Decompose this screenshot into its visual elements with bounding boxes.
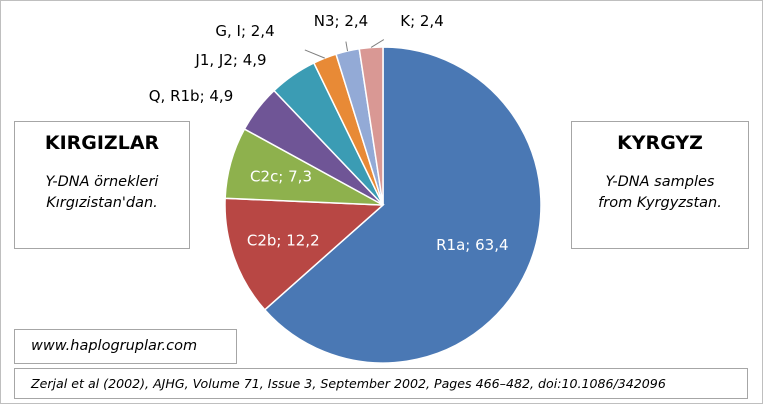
leader-line <box>304 49 325 59</box>
slice-label: K; 2,4 <box>400 12 444 30</box>
slice-label: C2b; 12,2 <box>247 231 320 249</box>
slice-label: J1, J2; 4,9 <box>194 51 266 69</box>
website-box: www.haplogruplar.com <box>14 329 237 364</box>
right-info-box: KYRGYZ Y-DNA samples from Kyrgyzstan. <box>571 121 749 249</box>
right-box-line2: from Kyrgyzstan. <box>598 195 722 211</box>
left-box-line1: Y-DNA örnekleri <box>45 174 159 190</box>
leader-line <box>370 39 385 48</box>
citation-text: Zerjal et al (2002), AJHG, Volume 71, Is… <box>31 376 666 391</box>
citation-box: Zerjal et al (2002), AJHG, Volume 71, Is… <box>14 368 748 399</box>
pie-slice-r1a <box>263 46 542 364</box>
left-info-box: KIRGIZLAR Y-DNA örnekleri Kırgızistan'da… <box>14 121 190 249</box>
slice-label: N3; 2,4 <box>314 12 368 30</box>
leader-line <box>345 41 349 52</box>
slice-label: C2c; 7,3 <box>250 168 312 186</box>
slice-label: Q, R1b; 4,9 <box>149 87 234 105</box>
slice-label: G, I; 2,4 <box>215 22 274 40</box>
pie-slice-c2b <box>224 197 385 311</box>
right-box-line1: Y-DNA samples <box>605 174 715 190</box>
right-box-title: KYRGYZ <box>617 132 703 154</box>
left-box-line2: Kırgızistan'dan. <box>46 195 158 211</box>
left-box-title: KIRGIZLAR <box>44 132 160 154</box>
website-text: www.haplogruplar.com <box>31 338 198 354</box>
slice-label: R1a; 63,4 <box>436 236 508 254</box>
